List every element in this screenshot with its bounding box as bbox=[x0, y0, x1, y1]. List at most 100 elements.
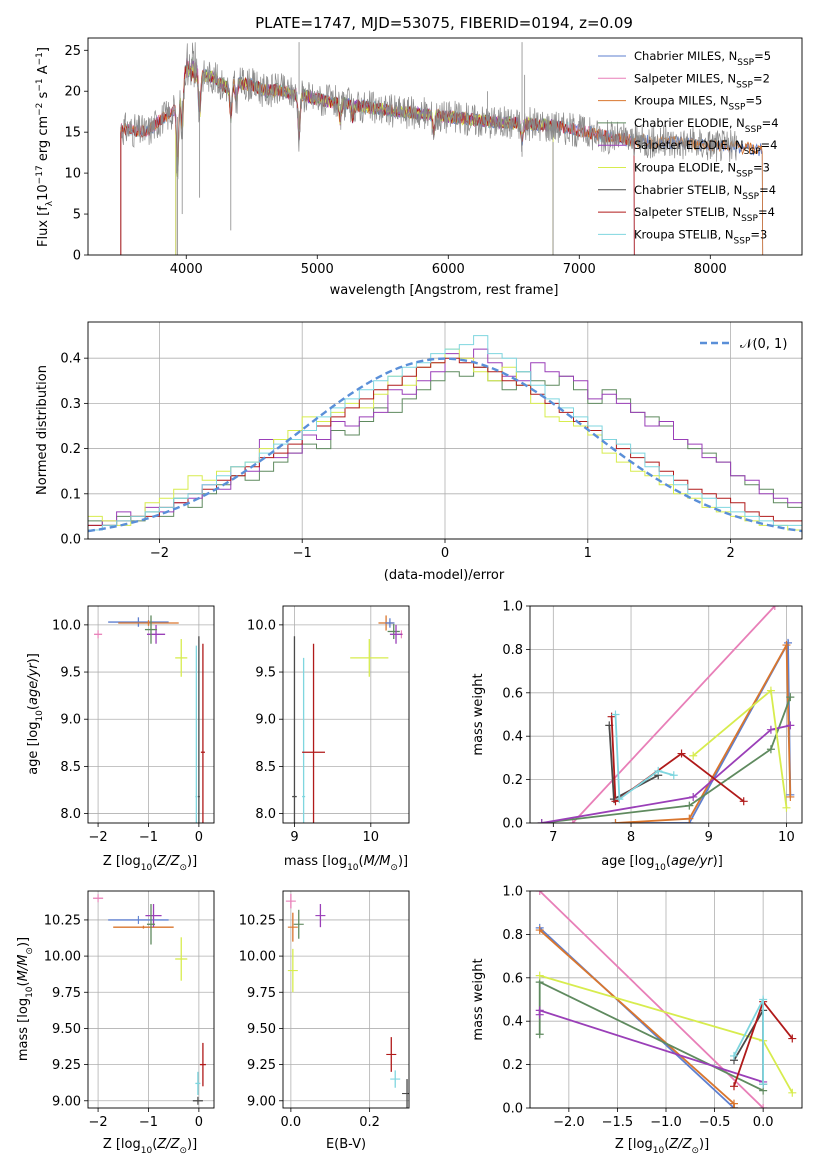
legend-label-salpeter_stelib: Salpeter STELIB, NSSP=4 bbox=[634, 205, 775, 224]
label-part: A bbox=[36, 65, 51, 78]
series-marker-salpeter_stelib bbox=[788, 1034, 797, 1043]
label-part: s bbox=[36, 91, 51, 102]
series-marker-salpeter_miles bbox=[568, 819, 577, 823]
label-part: )] bbox=[713, 854, 723, 869]
x-axis-label: mass [log10(M/M⊙)] bbox=[284, 854, 408, 873]
label-part: =4 bbox=[762, 116, 779, 130]
y-tick-label: 9.50 bbox=[52, 1022, 81, 1037]
y-tick-label: 9.5 bbox=[255, 666, 276, 681]
label-part: M/M bbox=[364, 854, 391, 869]
label-part: =3 bbox=[753, 161, 770, 175]
y-tick-label: 20 bbox=[64, 85, 81, 100]
series-marker-salpeter_miles bbox=[770, 606, 779, 610]
axes-frame bbox=[87, 37, 803, 256]
label-part: 10 bbox=[141, 1146, 153, 1156]
y-tick-label: 9.75 bbox=[52, 986, 81, 1001]
x-tick-label: −1 bbox=[293, 546, 312, 561]
label-part: ⊙ bbox=[179, 863, 187, 873]
label-part: =4 bbox=[758, 205, 775, 219]
x-tick-label: 2 bbox=[726, 546, 734, 561]
label-part: SSP bbox=[742, 192, 759, 202]
label-part: Salpeter MILES, N bbox=[634, 71, 736, 85]
series-marker-kroupa_stelib bbox=[669, 771, 678, 780]
model-spectrum-kroupa_miles bbox=[120, 61, 764, 255]
label-part: 10 bbox=[35, 710, 45, 722]
label-part: )] bbox=[187, 854, 197, 869]
series-marker-salpeter_elodie bbox=[537, 819, 546, 823]
series-marker-kroupa_elodie bbox=[689, 751, 698, 760]
y-tick-label: 0.6 bbox=[502, 686, 523, 701]
label-part: age/yr bbox=[671, 854, 714, 869]
label-part: mass [log bbox=[284, 854, 347, 869]
plot-area bbox=[292, 615, 403, 823]
axes-frame bbox=[87, 321, 803, 540]
plot-area bbox=[94, 615, 205, 823]
y-axis-label: age [log10(age/yr)] bbox=[26, 653, 45, 775]
model-spectrum-chabrier_miles bbox=[120, 61, 764, 255]
series-marker-kroupa_elodie bbox=[766, 686, 775, 695]
x-axis-label: E(B-V) bbox=[326, 1137, 366, 1152]
y-tick-label: 10.00 bbox=[239, 950, 276, 965]
label-part: Kroupa ELODIE, N bbox=[634, 161, 736, 175]
y-tick-label: 0.2 bbox=[60, 442, 81, 457]
x-axis-label: Z [log10(Z/Z⊙)] bbox=[103, 1137, 197, 1156]
series-marker-salpeter_elodie bbox=[535, 1006, 544, 1015]
label-part: −1 bbox=[35, 78, 45, 91]
label-part: age [log bbox=[26, 722, 41, 775]
x-tick-label: 7000 bbox=[563, 262, 596, 277]
x-tick-label: −0.5 bbox=[699, 1115, 731, 1130]
y-tick-label: 0.2 bbox=[502, 773, 523, 788]
axes-frame bbox=[529, 890, 803, 1109]
series-marker-kroupa_stelib bbox=[654, 766, 663, 775]
label-part: )] bbox=[16, 937, 31, 947]
x-tick-label: −1 bbox=[139, 830, 158, 845]
x-tick-label: 0 bbox=[441, 546, 449, 561]
y-tick-label: 10.25 bbox=[44, 913, 81, 928]
label-part: 10 bbox=[654, 863, 666, 873]
x-tick-label: 9 bbox=[705, 830, 713, 845]
label-part: ] bbox=[36, 47, 51, 52]
series-line-kroupa_stelib bbox=[614, 714, 675, 801]
histogram-kroupa_stelib bbox=[88, 335, 802, 531]
plot-area bbox=[535, 891, 797, 1108]
label-part: ⊙ bbox=[691, 1146, 699, 1156]
series-marker-kroupa_stelib bbox=[730, 1051, 738, 1060]
x-tick-label: 8 bbox=[627, 830, 635, 845]
series-line-salpeter_miles bbox=[572, 606, 776, 823]
x-axis-label: Z [log10(Z/Z⊙)] bbox=[615, 1137, 709, 1156]
label-part: SSP bbox=[734, 236, 751, 246]
y-tick-label: 0.3 bbox=[60, 397, 81, 412]
y-tick-label: 0.6 bbox=[502, 971, 523, 986]
x-tick-label: −2 bbox=[88, 1115, 107, 1130]
x-tick-label: 6000 bbox=[432, 262, 465, 277]
series-marker-chabrier_elodie bbox=[535, 1030, 544, 1039]
label-part: =2 bbox=[753, 71, 770, 85]
legend-label-chabrier_miles: Chabrier MILES, NSSP=5 bbox=[634, 49, 771, 68]
y-tick-label: 10.0 bbox=[247, 618, 276, 633]
x-tick-label: 5000 bbox=[301, 262, 334, 277]
panel-age_vs_Z: −2 −1 08.08.59.09.510.0Z [log10(Z/Z⊙)]age … bbox=[26, 605, 215, 873]
y-tick-label: 1.0 bbox=[502, 600, 523, 615]
series-line-kroupa_miles bbox=[615, 641, 792, 823]
label-part: ( bbox=[664, 1137, 669, 1152]
panel-mass_vs_ebv: 0.0 0.2 9.00 9.25 9.50 9.75 10.00 10.25 E(B-V) bbox=[239, 890, 410, 1152]
label-part: Z [log bbox=[615, 1137, 653, 1152]
label-part: ( bbox=[152, 1137, 157, 1152]
label-part: Z/Z bbox=[156, 854, 180, 869]
y-tick-label: 10.25 bbox=[239, 913, 276, 928]
plot-area bbox=[93, 894, 206, 1105]
legend-label-kroupa_miles: Kroupa MILES, NSSP=5 bbox=[634, 94, 762, 113]
label-part: Chabrier STELIB, N bbox=[634, 183, 742, 197]
series-line-chabrier_elodie bbox=[541, 696, 792, 823]
x-tick-label: 0.0 bbox=[753, 1115, 774, 1130]
y-tick-label: 5 bbox=[73, 208, 81, 223]
label-part: ⊙ bbox=[390, 863, 398, 873]
label-part: mass [log bbox=[16, 998, 31, 1061]
x-tick-label: 0 bbox=[195, 1115, 203, 1130]
x-tick-label: 4000 bbox=[170, 262, 203, 277]
x-tick-label: 10 bbox=[778, 830, 795, 845]
